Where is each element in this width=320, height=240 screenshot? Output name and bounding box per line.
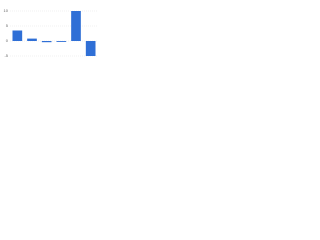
bar xyxy=(41,41,52,43)
bar xyxy=(12,30,23,41)
bar xyxy=(27,38,37,41)
bar xyxy=(56,41,67,42)
y-tick-label: 0 xyxy=(6,38,9,43)
y-tick-label: 5 xyxy=(6,23,9,28)
y-tick-label: 10 xyxy=(4,8,9,13)
y-tick-label: -5 xyxy=(4,53,8,58)
bar xyxy=(85,41,96,56)
chart: -5 0 5 10 xyxy=(4,8,98,58)
bar xyxy=(71,11,81,41)
